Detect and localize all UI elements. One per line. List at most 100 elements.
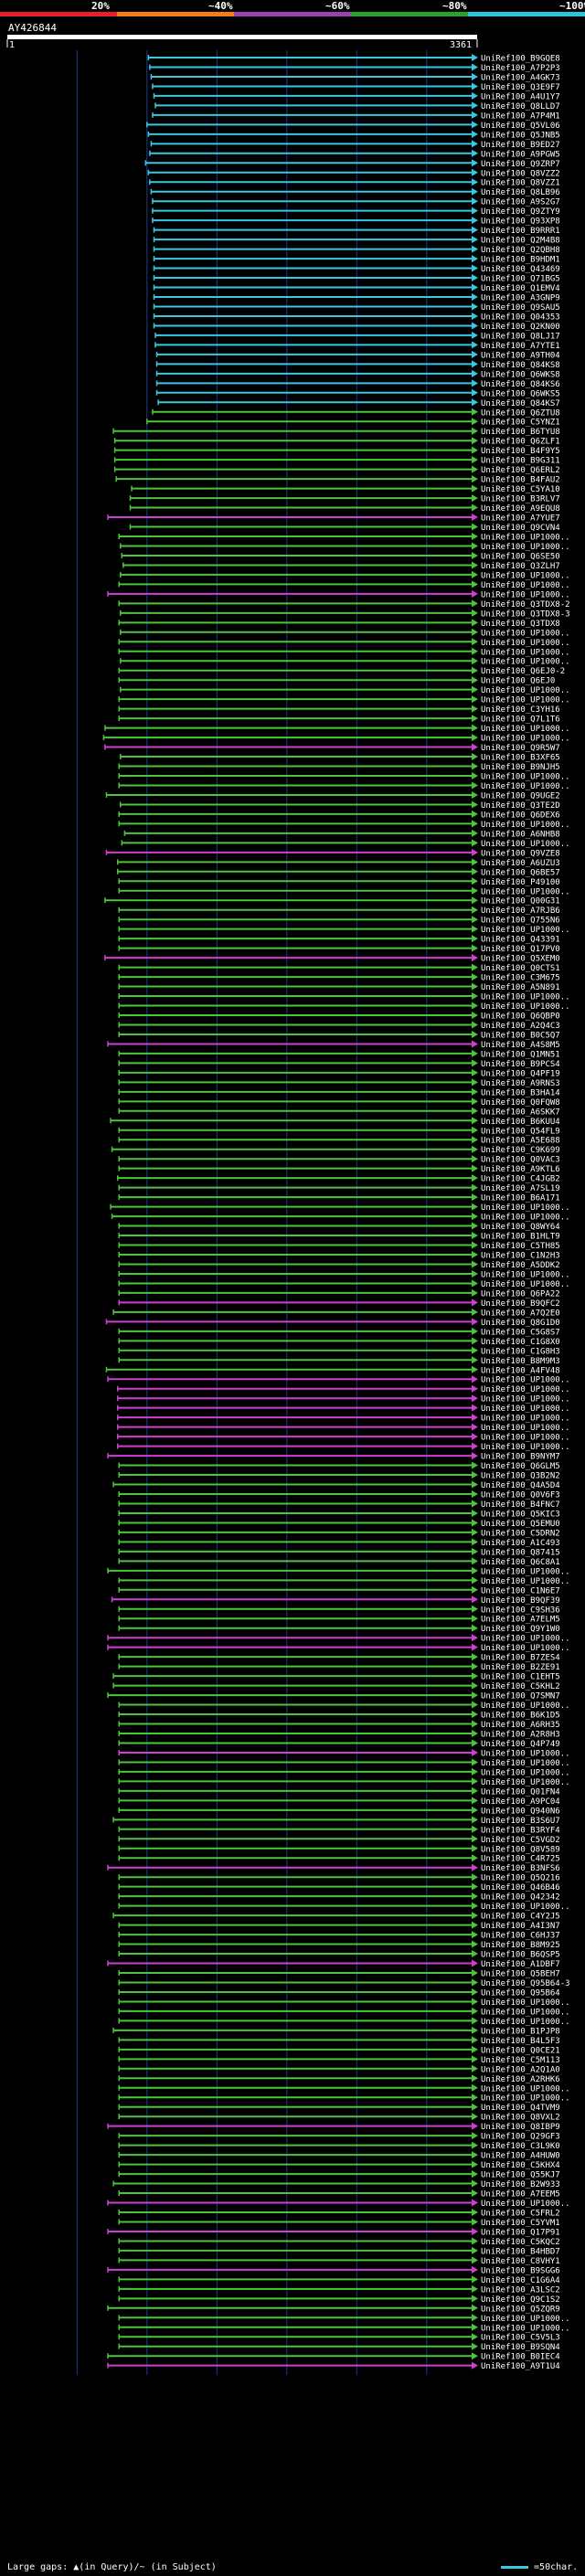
hit-label: UniRef100_B8M9M3 bbox=[481, 1357, 560, 1366]
hit-arrow-icon bbox=[472, 2036, 478, 2044]
hit-arrow-icon bbox=[472, 255, 478, 263]
hit-arrow-icon bbox=[472, 533, 478, 540]
hit-arrow-icon bbox=[472, 1605, 478, 1613]
hit-label: UniRef100_UP1000.. bbox=[481, 1998, 570, 2008]
hit-arrow-icon bbox=[472, 1528, 478, 1536]
hit-label: UniRef100_UP1000.. bbox=[481, 1903, 570, 1912]
hit-label: UniRef100_Q8LJ17 bbox=[481, 332, 560, 341]
hit-arrow-icon bbox=[472, 580, 478, 588]
hit-label: UniRef100_Q3B2N2 bbox=[481, 1472, 560, 1481]
hit-arrow-icon bbox=[472, 1145, 478, 1153]
hit-arrow-icon bbox=[472, 1959, 478, 1967]
hit-arrow-icon bbox=[472, 1423, 478, 1431]
hit-label: UniRef100_A5N891 bbox=[481, 983, 560, 992]
hit-label: UniRef100_Q9CVN4 bbox=[481, 524, 560, 533]
hit-arrow-icon bbox=[472, 2246, 478, 2254]
hit-label: UniRef100_Q8WY64 bbox=[481, 1223, 560, 1232]
hit-label: UniRef100_UP1000.. bbox=[481, 1415, 570, 1424]
hit-arrow-icon bbox=[472, 1969, 478, 1977]
hit-label: UniRef100_B1HLT9 bbox=[481, 1233, 560, 1242]
hit-arrow-icon bbox=[472, 666, 478, 674]
hit-label: UniRef100_UP1000.. bbox=[481, 1749, 570, 1758]
hit-label: UniRef100_Q71BG5 bbox=[481, 275, 560, 284]
hit-label: UniRef100_A7P2P3 bbox=[481, 64, 560, 73]
hit-label: UniRef100_UP1000.. bbox=[481, 1270, 570, 1279]
hit-label: UniRef100_Q6WKS8 bbox=[481, 370, 560, 379]
hit-label: UniRef100_UP1000.. bbox=[481, 1203, 570, 1213]
hit-arrow-icon bbox=[472, 628, 478, 636]
hit-label: UniRef100_Q5KIC3 bbox=[481, 1510, 560, 1519]
hit-label: UniRef100_A7P4M1 bbox=[481, 111, 560, 121]
hit-label: UniRef100_UP1000.. bbox=[481, 1644, 570, 1653]
hit-arrow-icon bbox=[472, 2160, 478, 2168]
hit-label: UniRef100_Q5JNB5 bbox=[481, 131, 560, 140]
hit-arrow-icon bbox=[472, 743, 478, 751]
hit-arrow-icon bbox=[472, 1730, 478, 1737]
hit-label: UniRef100_C1G8X0 bbox=[481, 1338, 560, 1347]
hit-label: UniRef100_Q8VXL2 bbox=[481, 2114, 560, 2123]
hit-arrow-icon bbox=[472, 599, 478, 608]
hit-label: UniRef100_UP1000.. bbox=[481, 2324, 570, 2333]
hit-arrow-icon bbox=[472, 2074, 478, 2083]
hit-label: UniRef100_Q1EMV4 bbox=[481, 284, 560, 293]
hit-arrow-icon bbox=[472, 1490, 478, 1498]
hit-label: UniRef100_Q9Y1W0 bbox=[481, 1625, 560, 1634]
hit-label: UniRef100_Q9SAU5 bbox=[481, 303, 560, 313]
hit-label: UniRef100_A9T1U4 bbox=[481, 2362, 560, 2371]
hit-label: UniRef100_B3HA14 bbox=[481, 1088, 560, 1097]
hit-arrow-icon bbox=[472, 1739, 478, 1747]
hit-label: UniRef100_A1C493 bbox=[481, 1539, 560, 1548]
hit-label: UniRef100_A1DBF7 bbox=[481, 1960, 560, 1969]
hit-label: UniRef100_Q17PV0 bbox=[481, 945, 560, 954]
hit-arrow-icon bbox=[472, 331, 478, 339]
hit-label: UniRef100_Q2M4B8 bbox=[481, 237, 560, 246]
hit-label: UniRef100_UP1000.. bbox=[481, 639, 570, 648]
hit-label: UniRef100_Q8VZZ1 bbox=[481, 179, 560, 188]
hit-arrow-icon bbox=[472, 2055, 478, 2063]
hit-label: UniRef100_B9QF39 bbox=[481, 1596, 560, 1606]
hit-arrow-icon bbox=[472, 2122, 478, 2130]
hit-label: UniRef100_UP1000.. bbox=[481, 1434, 570, 1443]
hit-arrow-icon bbox=[472, 1585, 478, 1594]
hit-label: UniRef100_UP1000.. bbox=[481, 696, 570, 705]
legend-gaps: Large gaps: ▲(in Query)/~ (in Subject) bbox=[7, 2562, 217, 2572]
hit-label: UniRef100_UP1000.. bbox=[481, 1759, 570, 1768]
hit-arrow-icon bbox=[472, 820, 478, 828]
hit-arrow-icon bbox=[472, 1634, 478, 1642]
hit-label: UniRef100_A7YTE1 bbox=[481, 342, 560, 351]
hit-arrow-icon bbox=[472, 1672, 478, 1680]
hit-arrow-icon bbox=[472, 168, 478, 176]
hit-arrow-icon bbox=[472, 542, 478, 550]
hit-label: UniRef100_UP1000.. bbox=[481, 1385, 570, 1394]
hit-arrow-icon bbox=[472, 1854, 478, 1862]
identity-scale-segment bbox=[351, 12, 468, 16]
hit-label: UniRef100_Q00G31 bbox=[481, 897, 560, 906]
hit-arrow-icon bbox=[472, 2083, 478, 2092]
hit-arrow-icon bbox=[472, 1681, 478, 1690]
legend-gaps-label: Large gaps: bbox=[7, 2562, 69, 2572]
hit-label: UniRef100_C5DRN2 bbox=[481, 1529, 560, 1538]
hit-label: UniRef100_C5YVM1 bbox=[481, 2219, 560, 2228]
hit-arrow-icon bbox=[472, 705, 478, 713]
hit-arrow-icon bbox=[472, 1844, 478, 1852]
hit-arrow-icon bbox=[472, 226, 478, 234]
identity-scale-segment bbox=[0, 12, 117, 16]
hit-label: UniRef100_B9NYM7 bbox=[481, 1453, 560, 1462]
hit-arrow-icon bbox=[472, 341, 478, 349]
hit-arrow-icon bbox=[472, 2064, 478, 2072]
hit-label: UniRef100_Q42342 bbox=[481, 1893, 560, 1903]
hit-arrow-icon bbox=[472, 1117, 478, 1125]
hit-label: UniRef100_B9ED27 bbox=[481, 141, 560, 150]
hit-arrow-icon bbox=[472, 906, 478, 914]
hit-arrow-icon bbox=[472, 1912, 478, 1920]
hit-arrow-icon bbox=[472, 2333, 478, 2341]
hit-arrow-icon bbox=[472, 1566, 478, 1574]
identity-scale-label: ~100% bbox=[559, 0, 585, 12]
hit-label: UniRef100_UP1000.. bbox=[481, 2018, 570, 2027]
hit-label: UniRef100_Q8LLD7 bbox=[481, 102, 560, 111]
hit-arrow-icon bbox=[472, 1087, 478, 1096]
hit-label: UniRef100_Q01FN4 bbox=[481, 1787, 560, 1797]
hit-label: UniRef100_Q6SE50 bbox=[481, 552, 560, 561]
hit-arrow-icon bbox=[472, 2026, 478, 2034]
hit-label: UniRef100_Q5XEM0 bbox=[481, 955, 560, 964]
